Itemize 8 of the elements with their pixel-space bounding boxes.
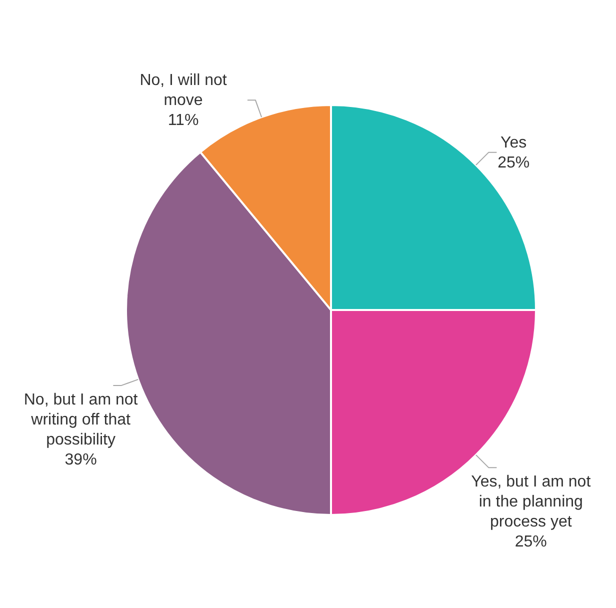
data-label: 11% <box>168 112 199 129</box>
slice-label: Yes, but I am not in the planning process yet <box>471 473 592 530</box>
slice-label: No, but I am not writing off that possibility <box>24 391 138 448</box>
data-label: 39% <box>64 451 97 468</box>
slice-label: No, I will not move <box>140 72 228 109</box>
data-label: 25% <box>514 533 547 550</box>
data-label: 25% <box>498 154 530 171</box>
slice-label: Yes <box>500 134 527 151</box>
